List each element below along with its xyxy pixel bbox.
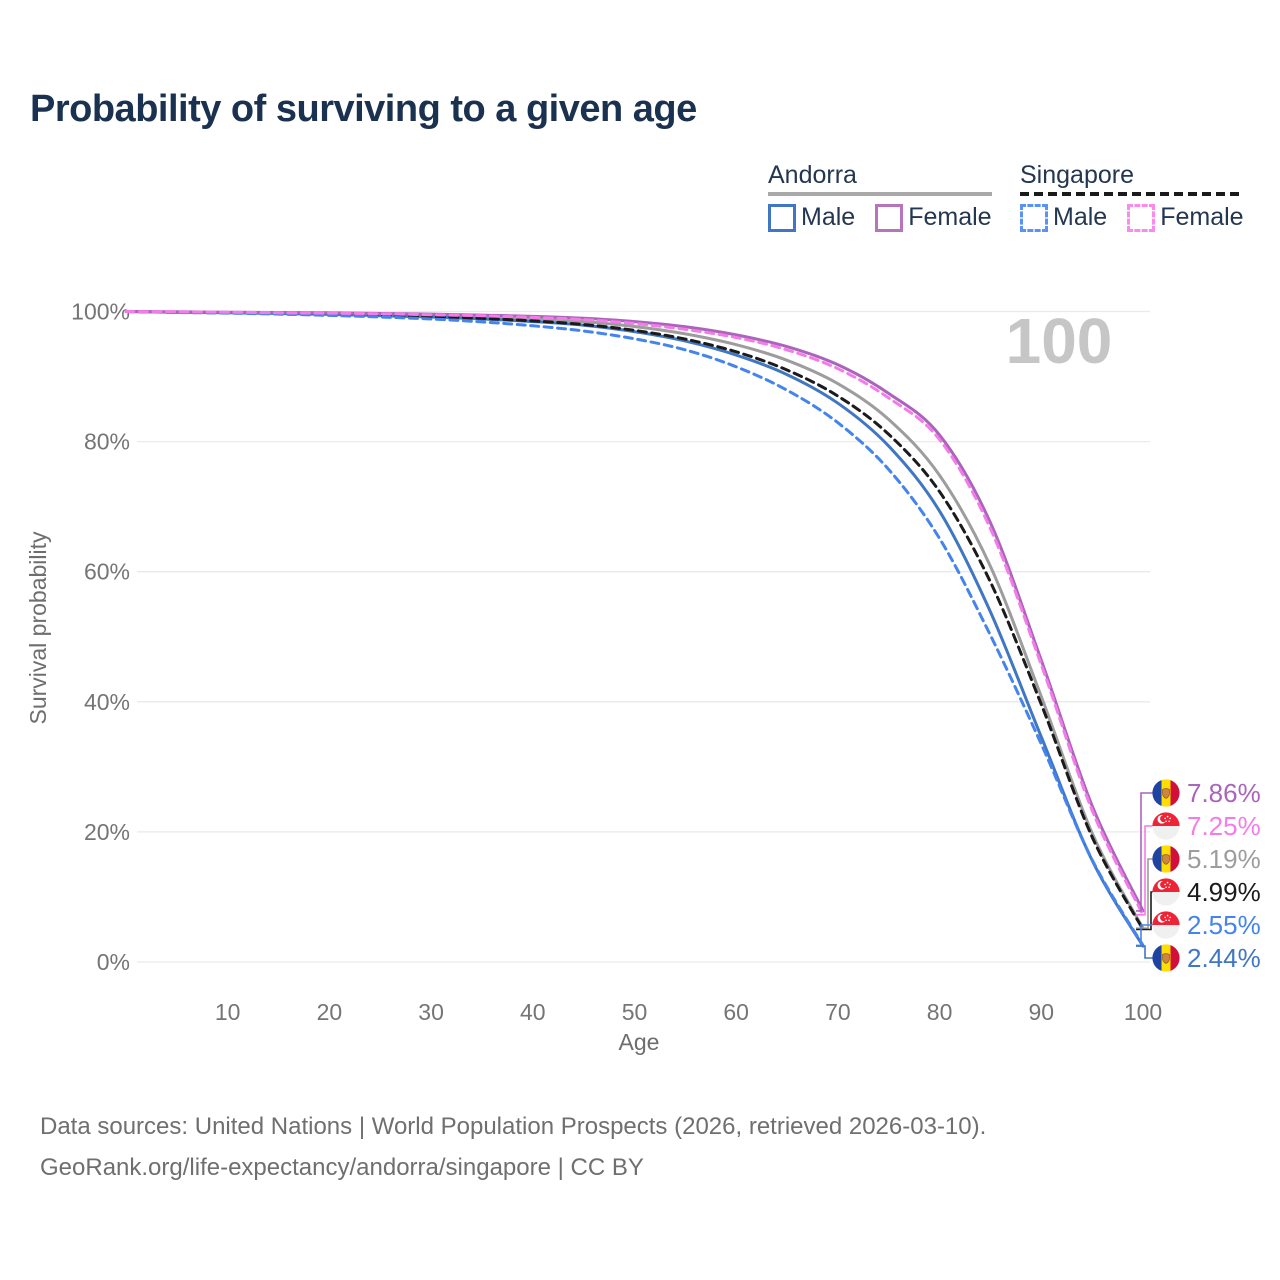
- andorra-solid-line-sample: [768, 192, 992, 196]
- legend-item-andorra-male: Male: [768, 203, 855, 232]
- andorra-male-swatch: [768, 203, 796, 232]
- legend-item-singapore-female: Female: [1127, 203, 1244, 232]
- legend-title-singapore: Singapore: [1020, 161, 1134, 189]
- legend-group-andorra: Andorra Male Female: [768, 160, 992, 232]
- end-label-andorra-both-sexes: 5.19%: [1152, 845, 1261, 873]
- singapore-flag-icon: [1152, 911, 1180, 939]
- legend-item-andorra-female: Female: [875, 203, 992, 232]
- x-tick-10: 10: [215, 999, 241, 1025]
- legend: Andorra Male Female Singapore: [0, 160, 1280, 250]
- x-tick-50: 50: [622, 999, 648, 1025]
- series-lines: [124, 310, 1145, 948]
- watermark-age-100: 100: [1006, 305, 1113, 377]
- andorra-flag-icon: [1152, 779, 1180, 807]
- singapore-male-swatch: [1020, 203, 1048, 232]
- singapore-flag-icon: [1152, 812, 1180, 840]
- leader-line-andorra-male: [1136, 945, 1154, 959]
- x-tick-100: 100: [1124, 999, 1162, 1025]
- end-label-singapore-both-sexes: 4.99%: [1152, 878, 1261, 906]
- y-tick-0%: 0%: [97, 949, 130, 975]
- leader-line-andorra-both-sexes: [1136, 858, 1154, 929]
- end-label-andorra-male: 2.44%: [1152, 944, 1261, 972]
- singapore-female-swatch: [1127, 203, 1156, 232]
- y-tick-60%: 60%: [84, 559, 130, 585]
- end-label-value: 2.44%: [1187, 943, 1261, 973]
- end-label-value: 4.99%: [1187, 877, 1261, 907]
- legend-item-singapore-male: Male: [1020, 203, 1107, 232]
- footer-data-sources: Data sources: United Nations | World Pop…: [40, 1113, 987, 1140]
- y-tick-40%: 40%: [84, 689, 130, 715]
- singapore-dashed-line-sample: [1020, 192, 1244, 196]
- andorra-female-swatch: [875, 203, 904, 232]
- end-label-value: 7.25%: [1187, 811, 1261, 841]
- leader-line-singapore-female: [1136, 825, 1154, 916]
- x-tick-60: 60: [723, 999, 749, 1025]
- curve-singapore-female: [124, 310, 1145, 917]
- x-tick-80: 80: [927, 999, 953, 1025]
- singapore-flag-icon: [1152, 878, 1180, 906]
- x-axis-title: Age: [619, 1029, 660, 1055]
- x-tick-30: 30: [418, 999, 444, 1025]
- end-label-andorra-female: 7.86%: [1152, 779, 1261, 807]
- x-tick-20: 20: [317, 999, 343, 1025]
- y-axis-title: Survival probability: [25, 531, 51, 725]
- y-tick-100%: 100%: [71, 299, 130, 325]
- x-tick-90: 90: [1029, 999, 1055, 1025]
- legend-label-andorra-male: Male: [801, 203, 856, 231]
- page-title: Probability of surviving to a given age: [30, 88, 697, 130]
- curve-andorra-both-sexes: [124, 310, 1145, 930]
- footer: Data sources: United Nations | World Pop…: [40, 1106, 986, 1188]
- end-label-singapore-male: 2.55%: [1152, 911, 1261, 939]
- x-tick-70: 70: [825, 999, 851, 1025]
- andorra-flag-icon: [1152, 944, 1180, 972]
- gridlines: [137, 310, 1150, 963]
- andorra-flag-icon: [1152, 845, 1180, 873]
- leader-line-andorra-female: [1136, 792, 1154, 912]
- legend-group-singapore: Singapore Male Female: [1020, 160, 1244, 232]
- y-tick-20%: 20%: [84, 819, 130, 845]
- leader-lines: [1136, 792, 1154, 959]
- x-axis-tick-labels: 10 20 30 40 50 60 70 80 90 100: [215, 999, 1162, 1025]
- end-label-singapore-female: 7.25%: [1152, 812, 1261, 840]
- curve-andorra-female: [124, 310, 1145, 913]
- curve-andorra-male: [124, 310, 1145, 948]
- end-label-value: 5.19%: [1187, 844, 1261, 874]
- footer-attribution: GeoRank.org/life-expectancy/andorra/sing…: [40, 1154, 644, 1181]
- legend-label-singapore-male: Male: [1053, 203, 1108, 231]
- legend-label-andorra-female: Female: [908, 203, 992, 231]
- curve-singapore-male: [124, 310, 1145, 947]
- curve-singapore-both-sexes: [124, 310, 1145, 931]
- end-label-value: 7.86%: [1187, 778, 1261, 808]
- end-label-value: 2.55%: [1187, 910, 1261, 940]
- x-tick-40: 40: [520, 999, 546, 1025]
- legend-title-andorra: Andorra: [768, 161, 857, 189]
- y-tick-80%: 80%: [84, 429, 130, 455]
- legend-label-singapore-female: Female: [1160, 203, 1244, 231]
- y-axis-tick-labels: 100% 80% 60% 40% 20% 0%: [71, 299, 130, 976]
